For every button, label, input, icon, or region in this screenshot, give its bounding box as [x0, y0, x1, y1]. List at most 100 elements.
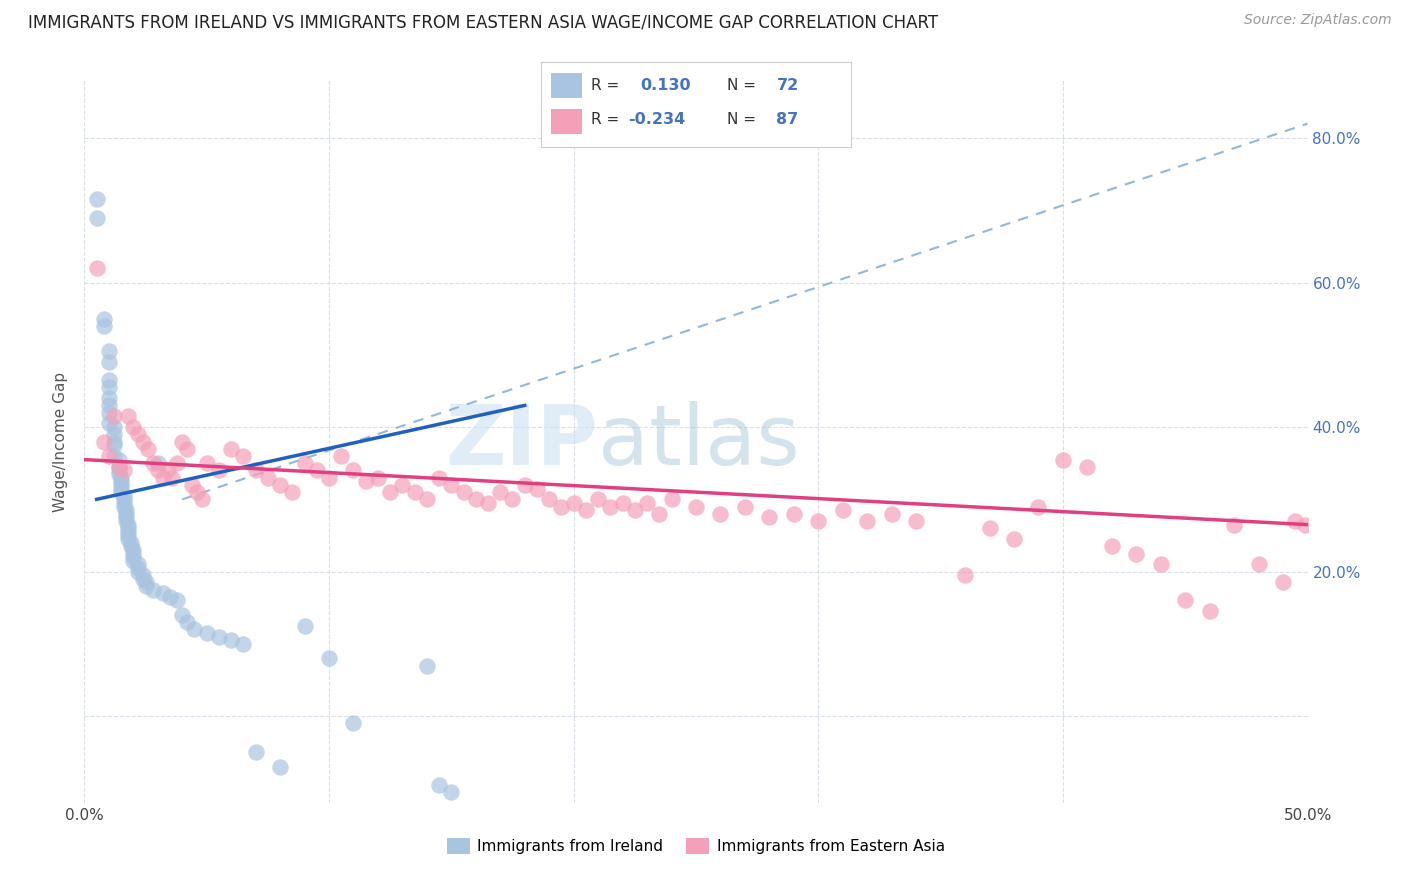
Point	[269, 760, 291, 774]
Point	[132, 568, 155, 582]
Point	[195, 456, 218, 470]
Point	[502, 492, 524, 507]
Point	[156, 463, 179, 477]
Point	[166, 593, 188, 607]
Point	[489, 485, 512, 500]
Point	[152, 586, 174, 600]
Text: 0.130: 0.130	[640, 78, 690, 93]
Point	[86, 211, 108, 225]
Point	[191, 492, 214, 507]
Point	[127, 558, 149, 572]
Point	[709, 507, 731, 521]
Point	[117, 521, 139, 535]
Point	[107, 459, 129, 474]
Point	[586, 492, 609, 507]
Point	[526, 482, 548, 496]
Text: 87: 87	[776, 112, 799, 127]
Point	[758, 510, 780, 524]
Point	[110, 478, 132, 492]
Point	[1198, 604, 1220, 618]
Point	[117, 409, 139, 424]
Point	[391, 478, 413, 492]
Point	[661, 492, 683, 507]
Point	[305, 463, 328, 477]
Point	[186, 485, 208, 500]
Text: 72: 72	[776, 78, 799, 93]
Point	[208, 630, 231, 644]
Point	[97, 355, 120, 369]
Point	[354, 475, 377, 489]
Point	[453, 485, 475, 500]
Point	[117, 528, 139, 542]
Point	[1028, 500, 1050, 514]
Point	[115, 503, 138, 517]
Point	[342, 716, 364, 731]
Point	[1101, 539, 1123, 553]
Point	[146, 463, 169, 477]
Point	[122, 554, 145, 568]
Point	[97, 373, 120, 387]
Point	[107, 459, 129, 474]
Point	[831, 503, 853, 517]
Point	[427, 778, 450, 792]
Point	[624, 503, 647, 517]
Point	[142, 456, 165, 470]
Point	[136, 442, 159, 456]
Point	[219, 633, 242, 648]
Point	[172, 434, 194, 449]
Point	[1076, 459, 1098, 474]
Text: -0.234: -0.234	[628, 112, 685, 127]
Point	[367, 470, 389, 484]
Bar	[551, 72, 582, 98]
Point	[115, 510, 138, 524]
Point	[562, 496, 585, 510]
Text: Source: ZipAtlas.com: Source: ZipAtlas.com	[1244, 13, 1392, 28]
Point	[152, 470, 174, 484]
Point	[135, 579, 157, 593]
Point	[86, 261, 108, 276]
Point	[575, 503, 598, 517]
Point	[103, 409, 125, 424]
Point	[1125, 547, 1147, 561]
Point	[103, 438, 125, 452]
Point	[195, 626, 218, 640]
Point	[115, 507, 138, 521]
Point	[86, 193, 108, 207]
Point	[122, 420, 145, 434]
Point	[132, 434, 155, 449]
Point	[120, 535, 142, 549]
Point	[103, 420, 125, 434]
Point	[219, 442, 242, 456]
Bar	[551, 109, 582, 135]
Point	[612, 496, 634, 510]
Text: N =: N =	[727, 78, 756, 93]
Point	[1150, 558, 1173, 572]
Text: ZIP: ZIP	[446, 401, 598, 482]
Text: R =: R =	[591, 78, 619, 93]
Point	[464, 492, 486, 507]
Point	[807, 514, 830, 528]
Point	[269, 478, 291, 492]
Point	[636, 496, 658, 510]
Point	[112, 500, 135, 514]
Point	[783, 507, 806, 521]
Point	[1002, 532, 1025, 546]
Point	[257, 470, 280, 484]
Point	[245, 745, 267, 759]
Point	[380, 485, 402, 500]
Point	[120, 539, 142, 553]
Point	[97, 391, 120, 405]
Point	[550, 500, 572, 514]
Point	[599, 500, 621, 514]
Point	[416, 492, 439, 507]
Point	[115, 514, 138, 528]
Point	[404, 485, 426, 500]
Point	[117, 517, 139, 532]
Point	[1247, 558, 1270, 572]
Point	[440, 478, 463, 492]
Point	[107, 463, 129, 477]
Point	[979, 521, 1001, 535]
Point	[110, 475, 132, 489]
Point	[110, 482, 132, 496]
Point	[142, 582, 165, 597]
